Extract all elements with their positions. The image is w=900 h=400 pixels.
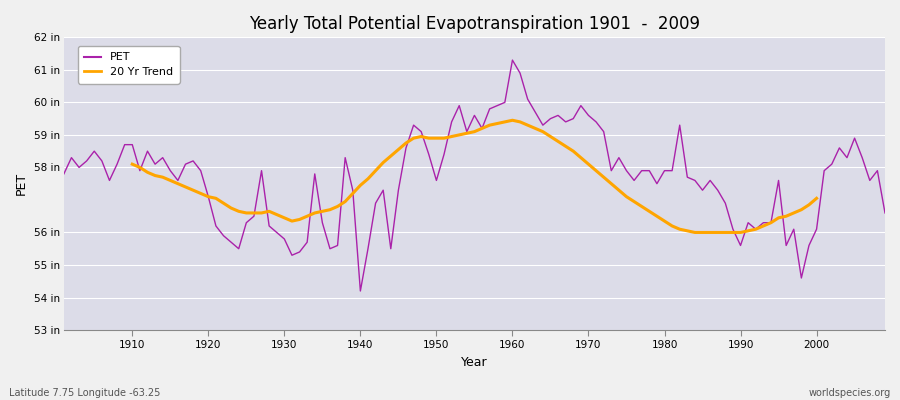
X-axis label: Year: Year [461, 356, 488, 369]
Legend: PET, 20 Yr Trend: PET, 20 Yr Trend [77, 46, 180, 84]
Text: worldspecies.org: worldspecies.org [809, 388, 891, 398]
Text: Latitude 7.75 Longitude -63.25: Latitude 7.75 Longitude -63.25 [9, 388, 160, 398]
Title: Yearly Total Potential Evapotranspiration 1901  -  2009: Yearly Total Potential Evapotranspiratio… [249, 15, 700, 33]
Y-axis label: PET: PET [15, 172, 28, 195]
